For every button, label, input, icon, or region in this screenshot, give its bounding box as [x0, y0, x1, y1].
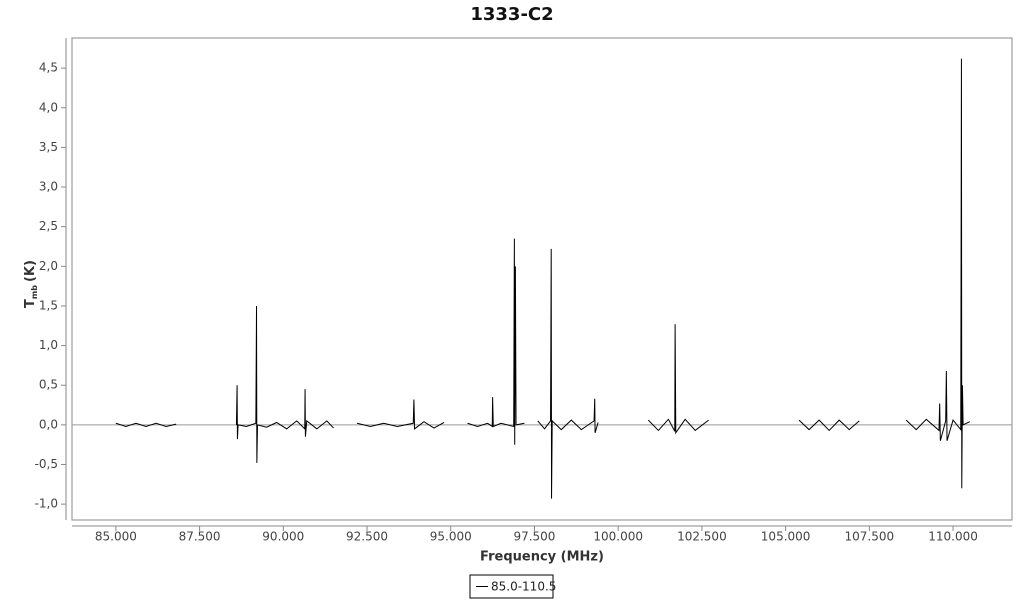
- y-tick-label: 1,5: [39, 298, 58, 312]
- x-tick-label: 100.000: [593, 530, 643, 544]
- x-tick-label: 102.500: [677, 530, 727, 544]
- x-tick-label: 92.500: [346, 530, 388, 544]
- y-label-subscript: mb: [30, 285, 39, 299]
- x-tick-label: 95.000: [430, 530, 472, 544]
- x-tick-label: 90.000: [262, 530, 304, 544]
- y-tick-label: 2,0: [39, 259, 58, 273]
- x-axis-label: Frequency (MHz): [480, 550, 604, 565]
- y-tick-label: 4,5: [39, 61, 58, 75]
- legend-label: 85.0-110.5: [491, 580, 556, 594]
- legend: 85.0-110.5: [469, 574, 556, 599]
- y-tick-label: 3,0: [39, 180, 58, 194]
- spectrum-line: [115, 58, 971, 499]
- x-tick-label: 110.000: [928, 530, 978, 544]
- plot-frame: [71, 37, 1013, 521]
- x-tick-label: 107.500: [845, 530, 895, 544]
- x-tick-label: 97.500: [513, 530, 555, 544]
- y-tick-label: 4,0: [39, 100, 58, 114]
- chart-title: 1333-C2: [470, 4, 553, 25]
- x-tick-label: 105.000: [761, 530, 811, 544]
- y-tick-label: -0,5: [35, 457, 58, 471]
- x-tick-label: 85.000: [95, 530, 137, 544]
- y-tick-label: 0,5: [39, 378, 58, 392]
- y-tick-label: 2,5: [39, 219, 58, 233]
- legend-box: [469, 574, 554, 599]
- y-label-symbol: T: [23, 299, 38, 308]
- y-axis-label: Tmb (K): [23, 260, 39, 308]
- y-tick-label: 0,0: [39, 417, 58, 431]
- y-tick-label: -1,0: [35, 497, 58, 511]
- y-tick-label: 3,5: [39, 140, 58, 154]
- x-tick-label: 87.500: [179, 530, 221, 544]
- y-label-unit: (K): [23, 260, 38, 282]
- y-tick-label: 1,0: [39, 338, 58, 352]
